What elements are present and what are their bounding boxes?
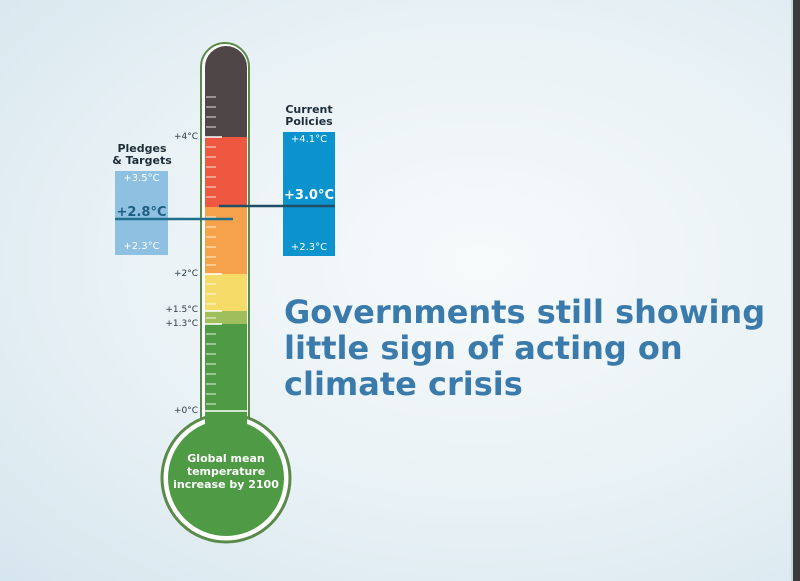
pledges-low-value: +2.3°C xyxy=(123,241,160,252)
current-policies-heading-line2: Policies xyxy=(285,115,333,128)
scale-ticks xyxy=(206,96,216,405)
window-edge xyxy=(793,0,800,581)
current-policies-high-value: +4.1°C xyxy=(290,134,328,145)
pledges-heading-line1: Pledges xyxy=(117,142,167,155)
pledges-heading: Pledges & Targets xyxy=(100,143,184,167)
bulb-fill xyxy=(168,420,284,536)
pledges-values: +3.5°C +2.8°C +2.3°C xyxy=(115,171,168,255)
pledges-high-value: +3.5°C xyxy=(123,173,160,184)
pledges-range-box xyxy=(115,171,168,255)
scale-label-plus4: +4°C xyxy=(173,132,198,142)
current-policies-low-value: +2.3°C xyxy=(290,242,328,253)
current-policies-range-box xyxy=(283,132,335,256)
band-red xyxy=(205,137,247,207)
current-policies-mid-value: +3.0°C xyxy=(284,188,334,203)
headline: Governments still showing little sign of… xyxy=(284,293,766,403)
pledges-heading-line2: & Targets xyxy=(112,154,172,167)
current-policies-heading-line1: Current xyxy=(285,103,333,116)
scale-label-plus1-3: +1.3°C xyxy=(165,319,198,329)
scale-label-plus1-5: +1.5°C xyxy=(165,305,198,315)
bulb-label: Global mean temperature increase by 2100 xyxy=(173,452,279,491)
scale-label-plus2: +2°C xyxy=(173,269,198,279)
band-yellow xyxy=(205,274,247,311)
scale-label-zero: +0°C xyxy=(173,406,198,416)
band-above-4 xyxy=(205,46,247,137)
pledges-mid-value: +2.8°C xyxy=(116,205,167,220)
band-lightgreen xyxy=(205,311,247,324)
band-green xyxy=(205,324,247,414)
current-policies-heading: Current Policies xyxy=(267,104,351,128)
current-policies-values: +4.1°C +3.0°C +2.3°C xyxy=(283,132,335,256)
window-edge-highlight xyxy=(791,0,793,581)
